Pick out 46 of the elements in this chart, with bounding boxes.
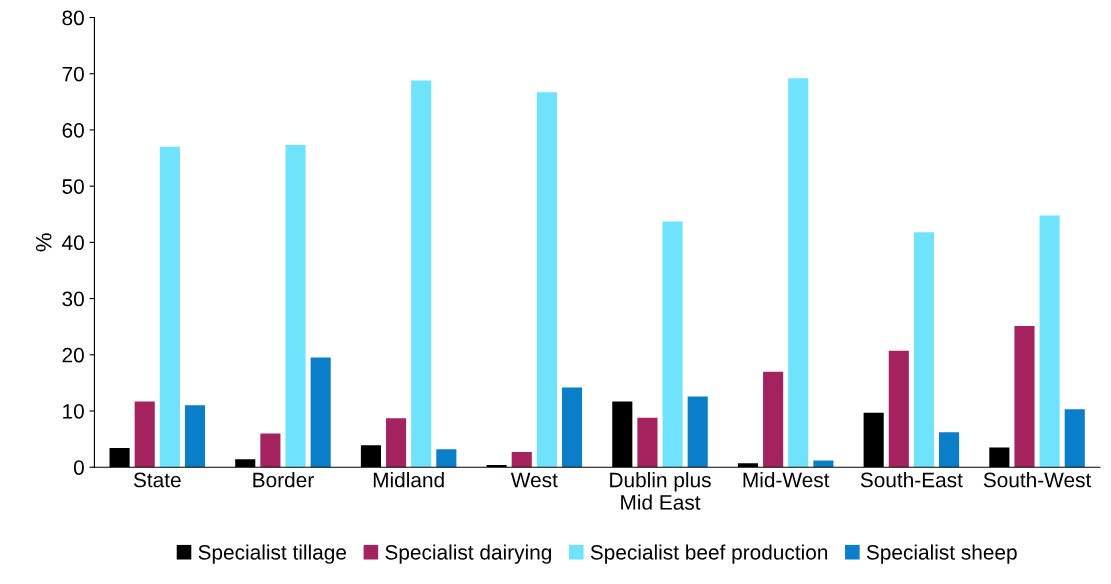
y-tick-label: 40 bbox=[62, 235, 84, 251]
x-tick-label: Border bbox=[253, 472, 314, 488]
x-tick-label: Dublin plus Mid East bbox=[610, 472, 711, 510]
y-tick-label: 50 bbox=[62, 179, 84, 194]
bar bbox=[436, 449, 457, 468]
bar bbox=[687, 396, 708, 468]
bar bbox=[310, 357, 331, 468]
x-tick-label: State bbox=[133, 472, 181, 488]
bar bbox=[1064, 409, 1085, 468]
y-tick-label: 20 bbox=[62, 347, 84, 363]
bar bbox=[788, 78, 809, 468]
x-tick-label: West bbox=[510, 472, 558, 488]
bar bbox=[1014, 326, 1035, 468]
bar bbox=[561, 387, 583, 468]
legend-label: Specialist dairying bbox=[385, 544, 551, 564]
y-tick-label: 70 bbox=[62, 66, 84, 82]
bar bbox=[285, 145, 306, 468]
bar bbox=[260, 433, 281, 468]
bar bbox=[913, 232, 934, 468]
bar bbox=[386, 418, 407, 468]
bar bbox=[939, 432, 960, 468]
y-axis-title: % bbox=[35, 233, 52, 252]
legend-label: Specialist sheep bbox=[866, 544, 1017, 564]
y-tick-label: 10 bbox=[63, 403, 84, 419]
x-tick-label: South-West bbox=[983, 472, 1092, 488]
bar bbox=[813, 460, 834, 468]
bar bbox=[637, 417, 658, 468]
x-tick-label: Midland bbox=[373, 472, 444, 488]
bar bbox=[511, 452, 532, 468]
legend-label: Specialist beef production bbox=[590, 544, 828, 564]
y-tick-label: 80 bbox=[62, 10, 84, 26]
x-tick-label: South-East bbox=[860, 472, 963, 488]
bar bbox=[536, 92, 557, 468]
bar bbox=[1039, 215, 1060, 468]
bar bbox=[411, 80, 432, 468]
y-tick-label: 60 bbox=[62, 122, 84, 138]
bar bbox=[184, 405, 206, 468]
legend-label: Specialist tillage bbox=[198, 544, 347, 564]
x-tick-label: Mid-West bbox=[743, 472, 830, 488]
bar bbox=[662, 221, 683, 468]
y-tick-label: 0 bbox=[73, 460, 84, 475]
y-tick-label: 30 bbox=[62, 291, 84, 307]
bar bbox=[888, 350, 909, 468]
bar bbox=[134, 401, 155, 468]
bar bbox=[159, 146, 180, 468]
bar bbox=[763, 371, 784, 468]
